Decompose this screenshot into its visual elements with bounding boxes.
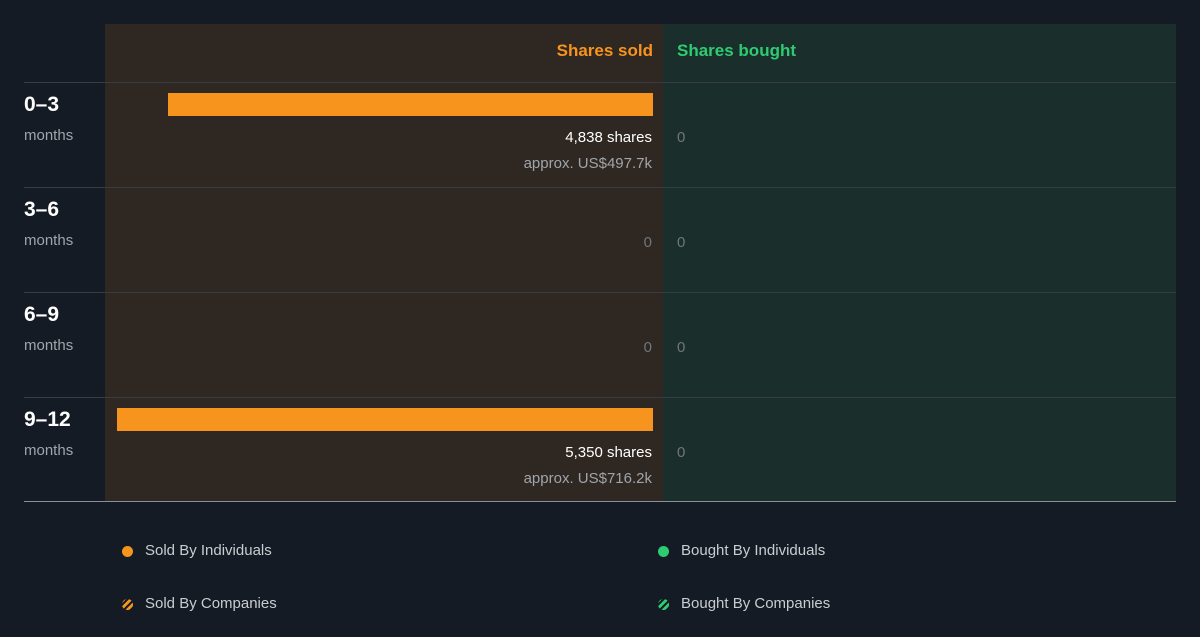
bought-value-label: 0 xyxy=(677,234,686,251)
legend-label: Bought By Companies xyxy=(681,595,831,612)
orange-dot-icon xyxy=(122,545,133,557)
legend-label: Sold By Individuals xyxy=(145,542,272,559)
row-divider xyxy=(24,397,1176,398)
shares-sold-header: Shares sold xyxy=(556,41,653,60)
period-label: 6–9 xyxy=(24,303,60,326)
chart-row: 3–6 months 0 0 xyxy=(0,188,1200,293)
sold-shares-label: 5,350 shares xyxy=(565,444,652,461)
row-divider xyxy=(24,187,1176,188)
green-hatched-dot-icon xyxy=(658,598,669,610)
sold-value-label: approx. US$497.7k xyxy=(523,155,652,172)
sold-value-label: 0 xyxy=(643,234,652,251)
legend-bought-individuals: Bought By Individuals xyxy=(658,542,825,560)
green-dot-icon xyxy=(658,545,669,557)
sold-bar xyxy=(168,93,653,116)
chart-row: 0–3 months 4,838 shares approx. US$497.7… xyxy=(0,83,1200,188)
period-unit-label: months xyxy=(24,232,74,249)
legend-label: Sold By Companies xyxy=(145,595,277,612)
sold-value-label: approx. US$716.2k xyxy=(523,470,652,487)
legend-bought-companies: Bought By Companies xyxy=(658,595,830,613)
period-unit-label: months xyxy=(24,442,74,459)
orange-hatched-dot-icon xyxy=(122,598,133,610)
sold-bar xyxy=(117,408,653,431)
period-label: 3–6 xyxy=(24,198,60,221)
bought-value-label: 0 xyxy=(677,339,686,356)
chart-baseline xyxy=(24,501,1176,502)
sold-value-label: 0 xyxy=(643,339,652,356)
period-label: 9–12 xyxy=(24,408,71,431)
chart-row: 9–12 months 5,350 shares approx. US$716.… xyxy=(0,398,1200,503)
legend-label: Bought By Individuals xyxy=(681,542,826,559)
sold-shares-label: 4,838 shares xyxy=(565,129,652,146)
shares-bought-panel xyxy=(663,24,1176,502)
period-label: 0–3 xyxy=(24,93,60,116)
row-divider xyxy=(24,82,1176,83)
legend-sold-individuals: Sold By Individuals xyxy=(122,542,272,560)
period-unit-label: months xyxy=(24,127,74,144)
bought-value-label: 0 xyxy=(677,444,686,461)
row-divider xyxy=(24,292,1176,293)
legend-sold-companies: Sold By Companies xyxy=(122,595,277,613)
shares-bought-header: Shares bought xyxy=(677,41,797,60)
chart-row: 6–9 months 0 0 xyxy=(0,293,1200,398)
period-unit-label: months xyxy=(24,337,74,354)
bought-value-label: 0 xyxy=(677,129,686,146)
